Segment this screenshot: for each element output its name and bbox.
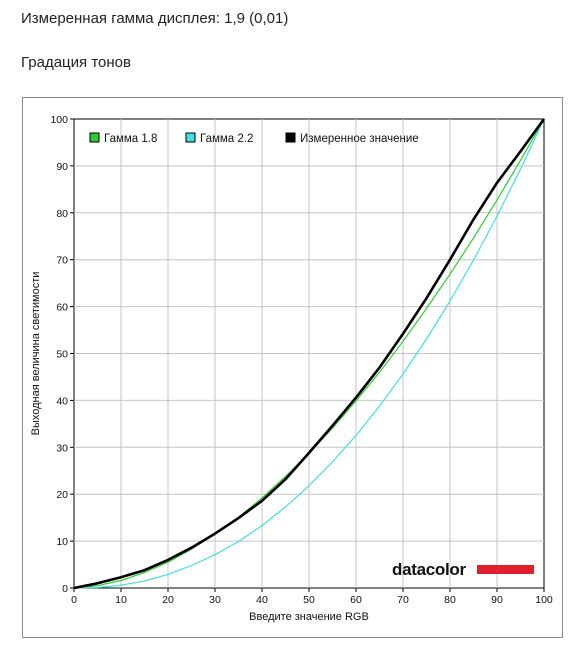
x-tick-label: 30 bbox=[209, 594, 221, 606]
x-tick-label: 60 bbox=[350, 594, 362, 606]
y-axis-title: Выходная величина светимости bbox=[30, 272, 42, 436]
series-line-3 bbox=[73, 118, 546, 590]
x-tick-label: 50 bbox=[303, 594, 315, 606]
y-tick-label: 40 bbox=[56, 395, 68, 407]
x-tick-label: 20 bbox=[162, 594, 174, 606]
legend-label: Гамма 1.8 bbox=[104, 133, 157, 145]
legend-label: Гамма 2.2 bbox=[200, 133, 253, 145]
legend-swatch bbox=[89, 132, 100, 143]
legend-swatch bbox=[185, 132, 196, 143]
series-layer bbox=[73, 118, 546, 590]
x-tick-label: 40 bbox=[256, 594, 268, 606]
y-tick-label: 80 bbox=[56, 208, 68, 220]
y-tick-label: 20 bbox=[56, 489, 68, 501]
y-tick-label: 50 bbox=[56, 349, 68, 361]
x-axis-title: Введите значение RGB bbox=[249, 611, 369, 623]
tone-gradation-chart: 0 10 20 30 40 50 60 70 80 90 100 0 10 20 30 40 50 60 70 80 9… bbox=[30, 114, 553, 623]
x-tick-label: 80 bbox=[444, 594, 456, 606]
gradation-heading: Градация тонов bbox=[21, 54, 131, 71]
logo-text: datacolor bbox=[392, 560, 467, 579]
x-tick-label: 100 bbox=[535, 594, 553, 606]
y-tick-label: 70 bbox=[56, 255, 68, 267]
y-tick-label: 100 bbox=[50, 114, 68, 126]
measured-gamma-heading: Измеренная гамма дисплея: 1,9 (0,01) bbox=[21, 10, 289, 27]
chart-frame: 0 10 20 30 40 50 60 70 80 90 100 0 10 20 30 40 50 60 70 80 9… bbox=[22, 97, 563, 638]
x-tick-label: 0 bbox=[71, 594, 77, 606]
ticks-layer: 0 10 20 30 40 50 60 70 80 90 100 0 10 20 30 40 50 60 70 80 9… bbox=[50, 114, 552, 606]
y-tick-label: 10 bbox=[56, 536, 68, 548]
grid-layer bbox=[74, 119, 544, 588]
x-tick-label: 10 bbox=[115, 594, 127, 606]
y-tick-label: 30 bbox=[56, 442, 68, 454]
legend-label: Измеренное значение bbox=[300, 133, 419, 145]
x-tick-label: 90 bbox=[491, 594, 503, 606]
y-tick-label: 60 bbox=[56, 302, 68, 314]
y-tick-label: 0 bbox=[62, 583, 68, 595]
x-tick-label: 70 bbox=[397, 594, 409, 606]
legend-swatch bbox=[285, 132, 296, 143]
series-line-2 bbox=[73, 118, 545, 589]
logo-bar bbox=[477, 565, 534, 574]
legend: Гамма 1.8 Гамма 2.2 Измеренное значение bbox=[89, 132, 419, 145]
datacolor-logo: datacolor bbox=[392, 560, 534, 579]
y-tick-label: 90 bbox=[56, 161, 68, 173]
